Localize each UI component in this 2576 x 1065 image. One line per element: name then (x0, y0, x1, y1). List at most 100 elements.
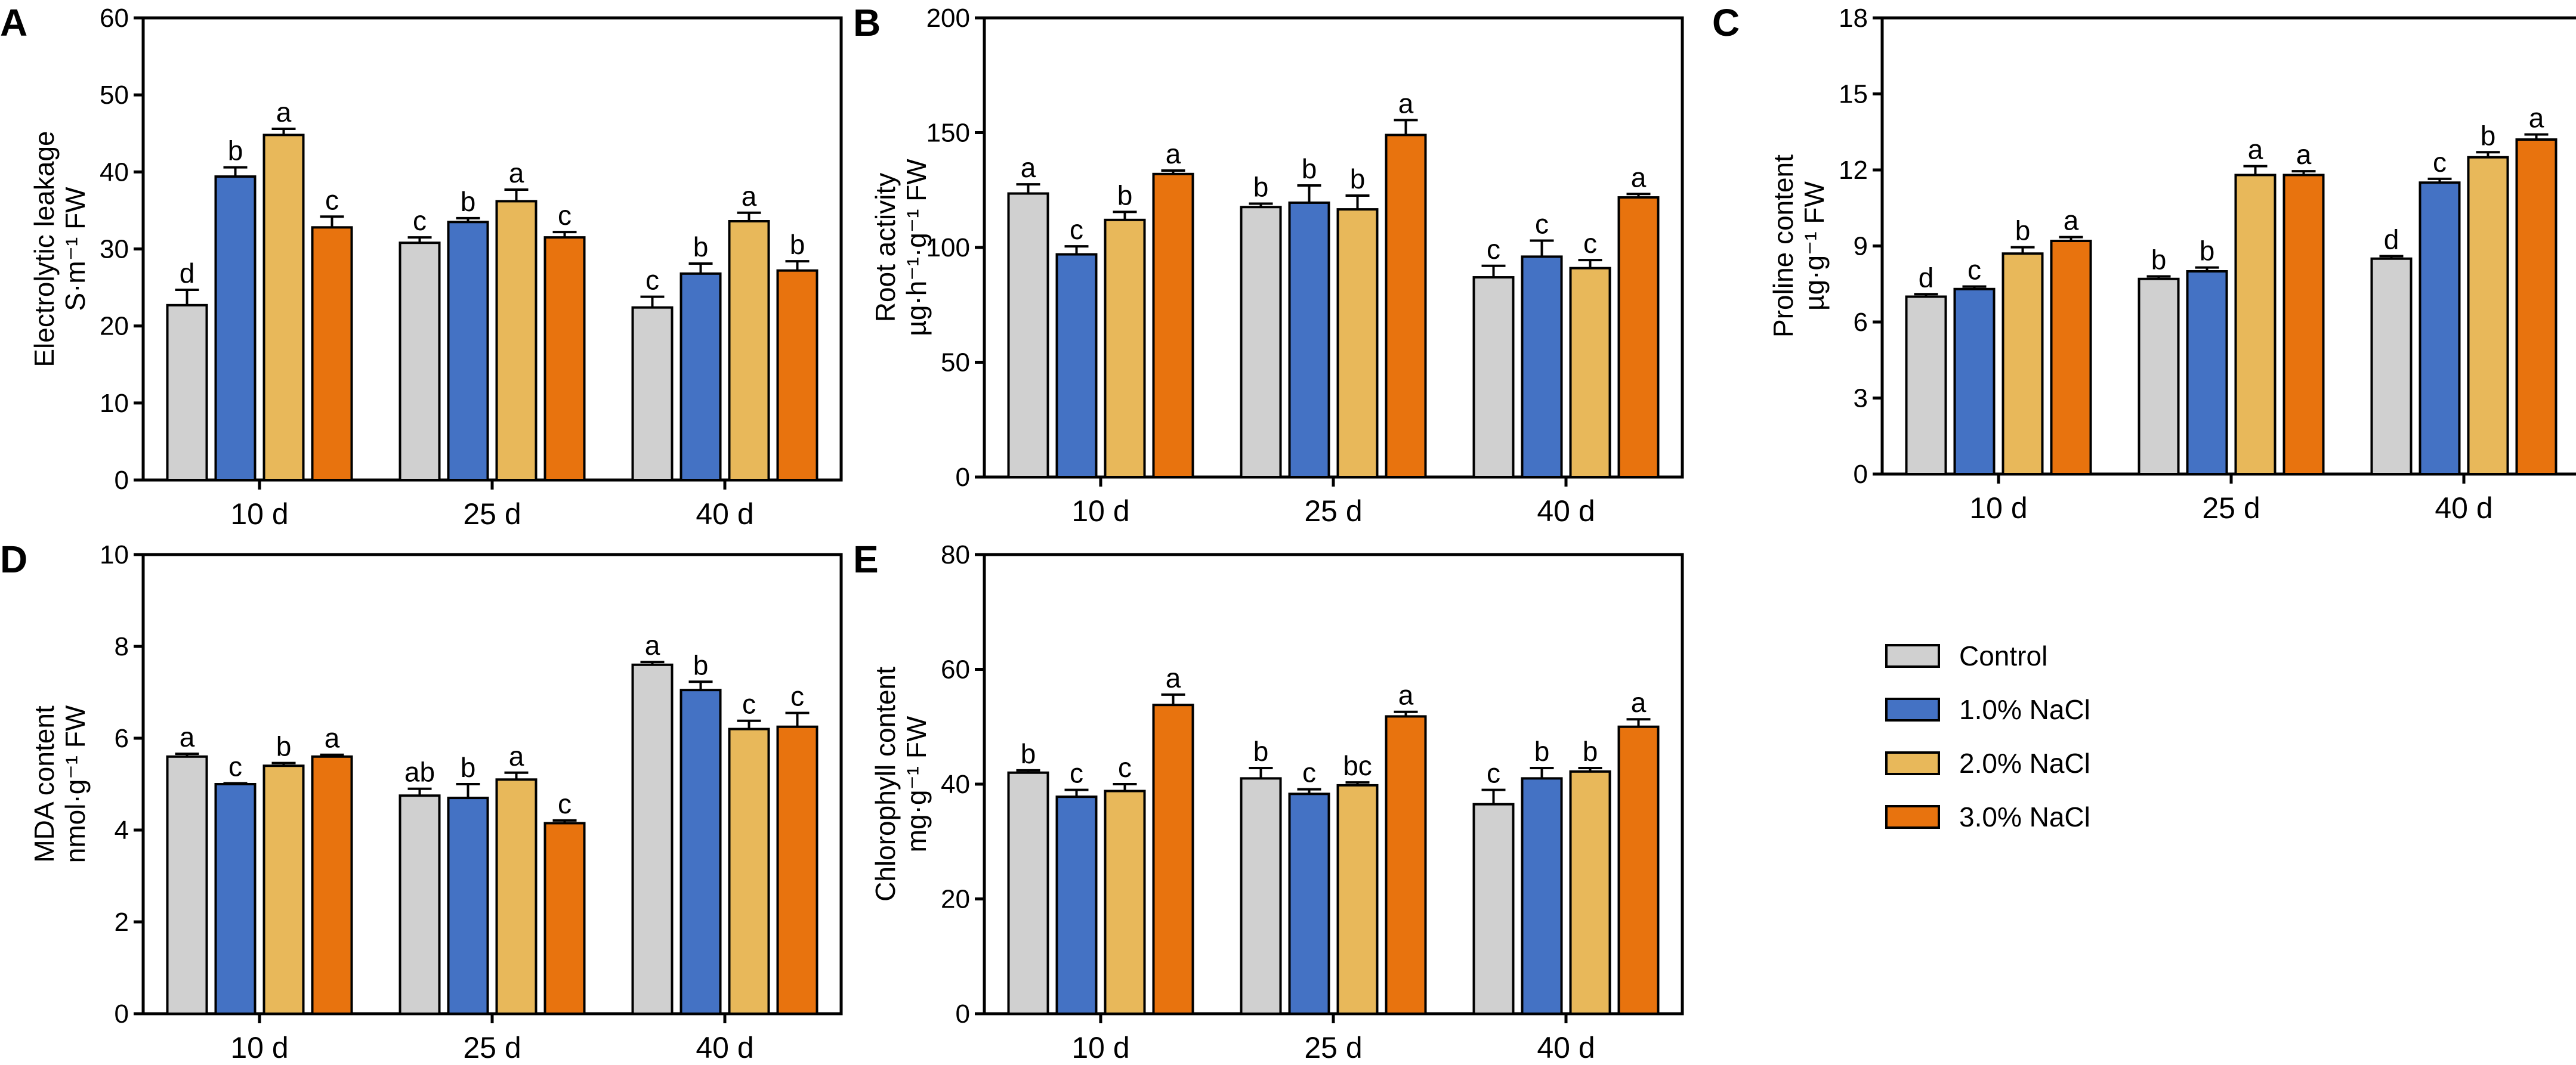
panel-d-y-axis-unit: nmol·g⁻¹ FW (60, 705, 91, 863)
panel-a-bar (728, 220, 770, 481)
panel-b-bar (1055, 253, 1098, 478)
panel-b-bar (1007, 192, 1049, 478)
panel-c-bar (2002, 252, 2044, 475)
panel-a-bar (166, 304, 208, 481)
panel-d-y-axis-label: MDA contentnmol·g⁻¹ FW (29, 705, 91, 863)
panel-b-y-tick-label: 150 (926, 119, 970, 148)
panel-b-significance-letter: a (1166, 138, 1181, 169)
panel-a-bar (447, 221, 489, 481)
panel-b-significance-letter: c (1583, 228, 1597, 259)
panel-e-chart: E 0 20 40 60 80 Chlorophyll contentmg·g⁻¹ FW 10… (853, 538, 1684, 1064)
panel-a-bar (399, 242, 441, 481)
panel-b-significance-letter: a (1021, 152, 1036, 183)
panel-e-bar (1617, 725, 1660, 1015)
legend-item-control: Control (1885, 640, 2090, 671)
panel-c-y-tick-label: 15 (1839, 80, 1868, 109)
panel-a-bar (631, 306, 674, 482)
panel-b-significance-letter: c (1487, 234, 1500, 265)
panel-a-y-tick-label: 0 (115, 466, 129, 495)
panel-d-bar (399, 794, 441, 1015)
panel-c-bar (2282, 174, 2325, 475)
legend-swatch-2pct-nacl (1885, 751, 1940, 775)
panel-d-bar (679, 689, 722, 1015)
panel-c-significance-letter: d (2384, 224, 2399, 255)
panel-d-y-tick-label: 4 (115, 816, 129, 845)
panel-c-x-tick-label: 25 d (2202, 491, 2260, 525)
legend-label-1pct-nacl: 1.0% NaCl (1959, 694, 2090, 725)
panel-e-significance-letter: b (1534, 736, 1550, 767)
panel-b-significance-letter: b (1117, 179, 1133, 210)
panel-e-y-axis-label: Chlorophyll contentmg·g⁻¹ FW (870, 667, 932, 902)
panel-a-significance-letter: b (461, 186, 476, 217)
panel-e-bar (1055, 795, 1098, 1015)
panel-a-chart: A 0 10 20 30 40 50 60 Electrolytic leakageS·m⁻¹ … (0, 1, 843, 531)
panel-b-bar (1521, 255, 1563, 478)
panel-d-letter: D (0, 538, 27, 581)
panel-b-significance-letter: b (1350, 163, 1366, 194)
panel-b-bar (1104, 218, 1146, 478)
panel-e-significance-letter: a (1398, 680, 1414, 711)
panel-c-x-tick-label: 40 d (2435, 491, 2492, 525)
panel-b-y-axis-unit: µg·h⁻¹·g⁻¹ FW (901, 159, 932, 336)
panel-d-significance-letter: c (228, 751, 242, 782)
panel-c-bar (2050, 240, 2092, 475)
panel-e-bar (1385, 715, 1427, 1015)
panel-c-significance-letter: d (1919, 262, 1934, 293)
panel-e-y-tick-label: 20 (941, 885, 970, 914)
panel-a-significance-letter: a (276, 97, 292, 128)
panel-d-significance-letter: b (276, 731, 292, 762)
panel-a-y-axis-title: Electrolytic leakage (29, 131, 60, 367)
legend-label-3pct-nacl: 3.0% NaCl (1959, 801, 2090, 832)
panel-c-x-tick-label: 10 d (1969, 491, 2027, 525)
panel-d-significance-letter: ab (404, 757, 435, 788)
panel-a-bar (776, 269, 818, 481)
panel-b-y-axis-title: Root activity (870, 173, 901, 323)
panel-d-significance-letter: a (325, 723, 340, 754)
panel-d-x-tick-label: 10 d (230, 1031, 288, 1064)
panel-b-bar (1385, 134, 1427, 479)
panel-e-y-tick-label: 60 (941, 655, 970, 685)
panel-b-bar (1240, 206, 1282, 478)
panel-b-x-tick-label: 25 d (1304, 494, 1362, 528)
panel-a-y-tick-label: 30 (100, 235, 129, 264)
panel-d-bar (776, 725, 818, 1015)
panel-c-bar (2515, 138, 2558, 475)
panel-d-x-tick-label: 40 d (696, 1031, 753, 1064)
legend-item-3pct-nacl: 3.0% NaCl (1885, 801, 2090, 832)
panel-a-significance-letter: b (693, 231, 709, 262)
panel-d-significance-letter: a (180, 722, 195, 753)
legend-swatch-3pct-nacl (1885, 805, 1940, 829)
panel-b-significance-letter: a (1631, 162, 1647, 193)
panel-b-y-tick-label: 0 (956, 463, 970, 492)
panel-c-bar (2419, 181, 2461, 475)
panel-a-letter: A (0, 1, 27, 44)
panel-b-bar (1336, 208, 1379, 478)
panel-e-significance-letter: b (1253, 736, 1269, 767)
panel-d-bar (728, 727, 770, 1015)
panel-d-y-tick-label: 8 (115, 632, 129, 661)
panel-e-significance-letter: b (1583, 736, 1598, 767)
panel-d-bar (447, 797, 489, 1015)
panel-a-significance-letter: d (180, 258, 195, 289)
panel-e-significance-letter: bc (1343, 750, 1372, 781)
panel-e-bar (1104, 790, 1146, 1015)
panel-c-bar (2467, 156, 2509, 475)
panel-b-bar (1617, 196, 1660, 478)
panel-d-significance-letter: b (461, 752, 476, 783)
panel-c-significance-letter: c (1967, 255, 1981, 286)
panel-b-significance-letter: c (1070, 214, 1083, 245)
panel-e-significance-letter: a (1631, 687, 1647, 718)
panel-a-y-tick-label: 20 (100, 312, 129, 341)
panel-d-y-tick-label: 6 (115, 724, 129, 753)
panel-a-bar (311, 226, 353, 481)
panel-c-y-tick-label: 9 (1854, 232, 1868, 261)
panel-a-significance-letter: c (645, 265, 659, 296)
panel-d-chart: D 0 2 4 6 8 10 MDA contentnmol·g⁻¹ FW 10 d a c b a 25… (0, 538, 843, 1064)
panel-a-y-tick-label: 10 (100, 389, 129, 418)
panel-d-significance-letter: a (509, 741, 524, 772)
panel-c-bar (1953, 287, 1996, 475)
panel-d-y-tick-label: 10 (100, 540, 129, 569)
panel-d-bar (495, 778, 538, 1015)
panel-a-significance-letter: b (228, 135, 243, 166)
panel-e-y-tick-label: 0 (956, 999, 970, 1029)
